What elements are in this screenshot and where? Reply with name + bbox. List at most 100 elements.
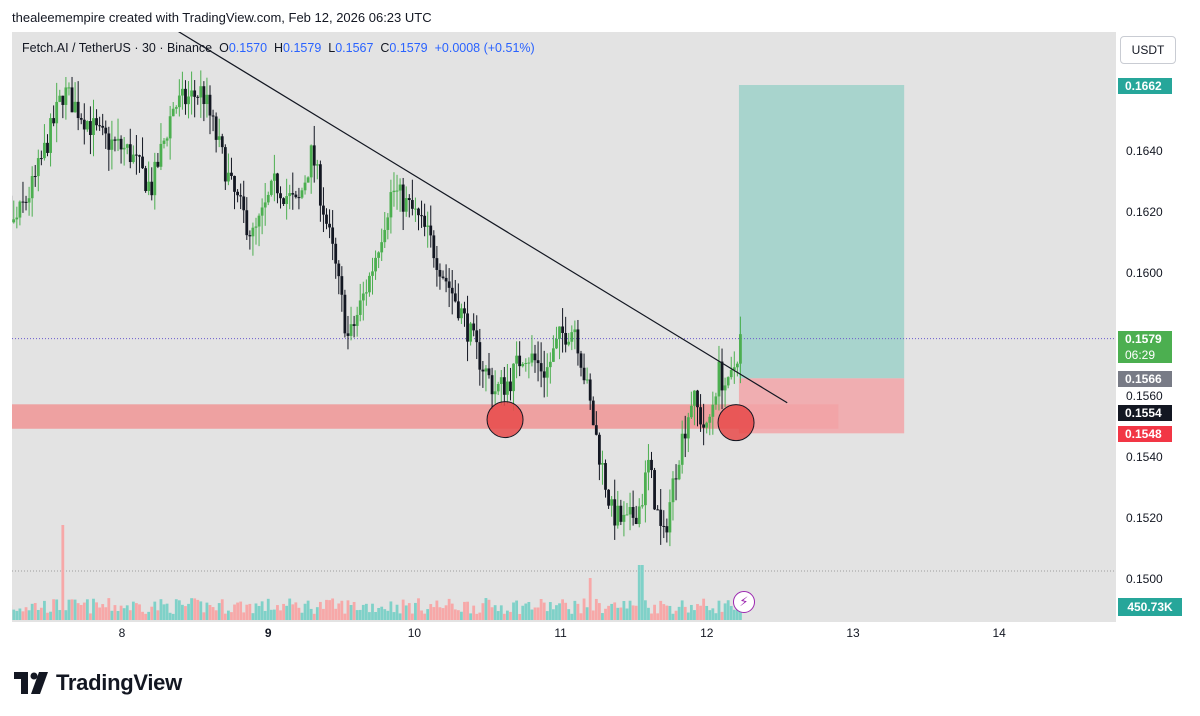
volume-bar [116, 611, 120, 620]
candle-body [205, 94, 209, 105]
candle-body [309, 145, 313, 178]
volume-bar [306, 600, 310, 620]
candle-body [312, 145, 316, 166]
candle-body [662, 525, 666, 527]
crosshair-price-tag: 0.1554 [1118, 405, 1172, 421]
candle-body [693, 390, 696, 406]
volume-bar [95, 602, 98, 620]
volume-bar [582, 598, 586, 620]
volume-bar [401, 599, 405, 620]
volume-bar [187, 603, 190, 620]
candle-body [85, 121, 89, 130]
candle-body [622, 514, 626, 522]
candle-body [466, 313, 469, 342]
candle-body [619, 505, 623, 522]
candle-body [73, 101, 77, 113]
volume-bar [58, 610, 62, 620]
volume-bar [352, 601, 356, 620]
candle-body [263, 202, 267, 208]
volume-bar [475, 613, 479, 620]
candle-body [610, 499, 614, 506]
candle-body [24, 201, 28, 203]
tradingview-brand[interactable]: TradingView [14, 670, 182, 696]
candle-body [677, 464, 681, 480]
candle-body [475, 330, 479, 343]
candle-body [128, 144, 132, 163]
candle-body [64, 87, 68, 105]
x-axis-tick: 12 [700, 626, 714, 640]
candle-body [190, 90, 194, 97]
volume-bar [208, 604, 212, 620]
candle-body [377, 252, 381, 258]
candle-body [251, 227, 255, 237]
candle-body [545, 367, 549, 378]
volume-bar [708, 610, 712, 620]
candle-body [242, 196, 246, 211]
volume-bar [257, 605, 261, 620]
volume-bar [714, 613, 718, 620]
candle-body [407, 198, 411, 201]
candle-body [729, 370, 733, 378]
volume-bar [689, 604, 693, 620]
candle-body [361, 293, 365, 301]
candle-body [226, 172, 230, 182]
legend-symbol[interactable]: Fetch.AI / TetherUS · 30 · Binance [22, 41, 213, 55]
candle-body [306, 177, 310, 183]
candle-body [735, 363, 739, 368]
volume-bar [555, 605, 558, 620]
chart-attribution: thealeemempire created with TradingView.… [12, 10, 432, 25]
legend-high-label: H [274, 41, 284, 55]
candle-body [61, 95, 65, 105]
volume-bar [276, 605, 279, 620]
price-chart[interactable] [12, 32, 1188, 646]
volume-bar [628, 600, 632, 620]
volume-bar [539, 599, 543, 620]
volume-bar [220, 599, 224, 620]
x-axis-tick: 13 [846, 626, 860, 640]
volume-bar [266, 598, 270, 620]
volume-bar [386, 610, 390, 620]
volume-bar [214, 610, 218, 620]
candle-body [597, 434, 601, 465]
volume-bar [693, 610, 696, 620]
volume-bar [558, 603, 561, 620]
volume-bar [12, 609, 16, 620]
volume-bar [674, 610, 678, 620]
volume-bar [506, 610, 509, 620]
candle-body [472, 323, 476, 331]
volume-bar [269, 609, 273, 620]
candle-body [95, 118, 98, 126]
chart-area[interactable] [12, 32, 1188, 646]
volume-bar [650, 613, 653, 620]
candle-body [337, 263, 341, 277]
candle-body [147, 181, 151, 192]
candle-body [548, 361, 552, 368]
volume-bar [417, 598, 420, 620]
volume-bar [493, 605, 497, 620]
candle-body [484, 368, 488, 372]
volume-bar [579, 613, 583, 620]
volume-bar [521, 605, 525, 620]
volume-bar [463, 601, 466, 620]
volume-bar [616, 607, 620, 620]
candle-body [594, 425, 598, 435]
candle-body [18, 201, 22, 218]
volume-bar [551, 609, 555, 620]
volume-bar [490, 607, 494, 620]
volume-bar [432, 607, 436, 620]
volume-bar [263, 610, 267, 620]
volume-bar [70, 599, 74, 620]
volume-bar [423, 613, 427, 620]
position-loss-zone [738, 378, 905, 434]
currency-button[interactable]: USDT [1120, 36, 1176, 64]
candle-body [438, 269, 442, 277]
volume-bar [159, 599, 163, 620]
candle-body [432, 235, 436, 259]
volume-bar [125, 605, 129, 620]
candle-body [282, 198, 285, 205]
candle-body [386, 217, 390, 230]
lightning-icon[interactable]: ⚡ [733, 591, 755, 613]
candle-body [711, 404, 715, 417]
volume-bar [643, 600, 647, 620]
volume-bar [52, 599, 56, 620]
